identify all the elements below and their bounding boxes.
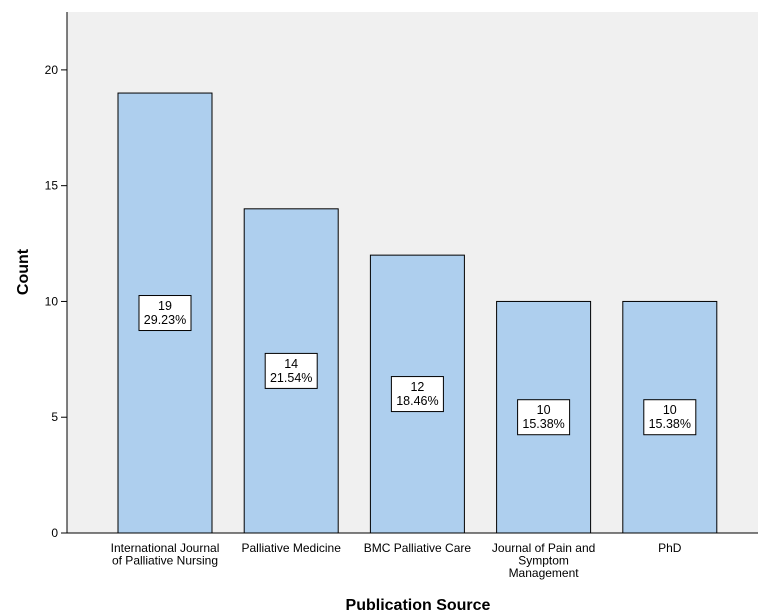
y-tick-label: 0: [51, 526, 58, 540]
data-label-percent: 15.38%: [649, 417, 691, 431]
data-label-count: 10: [537, 403, 551, 417]
data-label-count: 12: [410, 380, 424, 394]
data-label-count: 10: [663, 403, 677, 417]
x-category-label: BMC Palliative Care: [364, 541, 472, 555]
y-tick-label: 5: [51, 410, 58, 424]
data-label-box: [264, 352, 318, 389]
x-category-label: PhD: [658, 541, 682, 555]
y-tick-label: 10: [45, 294, 59, 308]
data-label-percent: 15.38%: [522, 417, 564, 431]
data-label-count: 19: [158, 299, 172, 313]
data-label-box: [643, 399, 697, 436]
y-tick-label: 15: [45, 179, 59, 193]
x-category-label: International Journal of Palliative Nursi…: [111, 541, 220, 568]
data-label-percent: 29.23%: [144, 313, 186, 327]
data-label-box: [138, 295, 192, 332]
y-axis-title: Count: [15, 248, 32, 295]
y-tick-label: 20: [45, 63, 59, 77]
x-category-label: Palliative Medicine: [242, 541, 342, 555]
data-label-box: [517, 399, 571, 436]
x-axis-title: Publication Source: [346, 597, 491, 614]
data-label-percent: 18.46%: [396, 394, 438, 408]
data-label-box: [390, 376, 444, 413]
x-category-label: Journal of Pain and Symptom Management: [492, 541, 595, 580]
data-label-percent: 21.54%: [270, 371, 312, 385]
data-label-count: 14: [284, 357, 298, 371]
